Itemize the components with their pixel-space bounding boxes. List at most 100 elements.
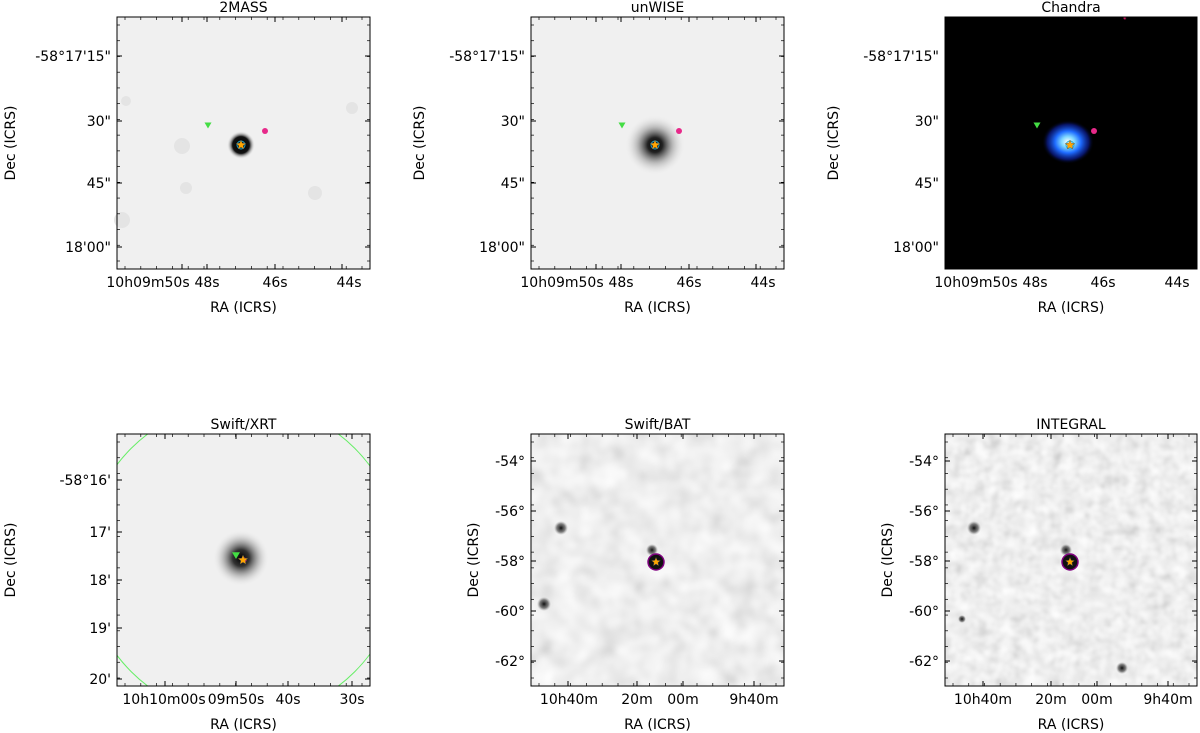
panel-2: unWISE 10h09m50s 48s 46s 44s -58°17'15" 30" 45"… — [412, 0, 785, 316]
faint-source-3 — [308, 186, 322, 200]
faint-source-1 — [554, 521, 568, 535]
y-axis-label: Dec (ICRS) — [3, 523, 19, 598]
y-tick-label: 20' — [89, 672, 111, 688]
axes-frame — [116, 16, 371, 270]
y-tick-label: -60° — [495, 604, 525, 620]
panel-title: Chandra — [1041, 0, 1100, 16]
y-tick-label: -58°16' — [59, 473, 111, 489]
y-tick-label: 19' — [89, 621, 111, 637]
x-tick-label: 44s — [750, 275, 775, 291]
y-tick-label: -58°17'15" — [35, 49, 111, 65]
triangle-marker — [232, 552, 240, 559]
faint-source-4 — [180, 182, 192, 194]
axes-frame — [530, 16, 785, 270]
x-axis-label: RA (ICRS) — [1038, 300, 1105, 316]
x-tick-label: 46s — [262, 275, 287, 291]
panel-title: Swift/BAT — [625, 417, 691, 433]
panel-5: Swift/BAT 10h40m 20m 00m 9h40m -54° -56° -58° -6… — [466, 417, 785, 733]
star-marker — [237, 554, 249, 565]
panel-title: unWISE — [631, 0, 684, 16]
x-tick-label: 10h40m — [540, 692, 598, 708]
x-axis-label: RA (ICRS) — [1038, 717, 1105, 733]
axes-frame — [530, 433, 785, 687]
x-tick-label: 48s — [194, 275, 219, 291]
y-axis-label: Dec (ICRS) — [826, 106, 842, 181]
source-blob — [213, 530, 269, 586]
faint-source-1 — [967, 521, 981, 535]
faint-source-2 — [346, 102, 358, 114]
x-tick-label: 46s — [1090, 275, 1115, 291]
y-tick-label: -58°17'15" — [863, 49, 939, 65]
panel-4: Swift/XRT 10h10m00s 09m50s 40s 30s -58°16' 17'… — [3, 417, 371, 733]
y-tick-label: 18'00" — [479, 240, 525, 256]
x-tick-label: 10h09m50s — [520, 275, 603, 291]
x-tick-label: 48s — [608, 275, 633, 291]
star-marker — [235, 139, 247, 150]
y-tick-label: -58°17'15" — [449, 49, 525, 65]
y-axis-label: Dec (ICRS) — [880, 523, 896, 598]
y-tick-label: 17' — [89, 525, 111, 541]
panel-title: INTEGRAL — [1036, 417, 1106, 433]
neighbor-source — [646, 544, 658, 556]
y-tick-label: 18' — [89, 573, 111, 589]
faint-source-3 — [958, 615, 966, 623]
x-axis-label: RA (ICRS) — [210, 300, 277, 316]
axes-frame — [944, 16, 1198, 270]
y-tick-label: -60° — [909, 604, 939, 620]
y-tick-label: -56° — [909, 504, 939, 520]
star-marker — [651, 556, 661, 567]
source-blob — [1042, 120, 1094, 164]
faint-source-2 — [1116, 662, 1128, 674]
panel-6: INTEGRAL 10h40m 20m 00m 9h40m -54° -56° -58° -60… — [880, 417, 1198, 733]
axes-frame — [116, 433, 371, 687]
y-tick-label: -54° — [495, 454, 525, 470]
y-axis-label: Dec (ICRS) — [3, 106, 19, 181]
dot-marker — [1091, 128, 1097, 134]
ring-marker — [1061, 553, 1079, 571]
x-tick-label: 10h40m — [954, 692, 1012, 708]
dot-marker — [262, 128, 268, 134]
y-tick-label: 45" — [87, 176, 111, 192]
x-tick-label: 40s — [275, 692, 300, 708]
triangle-marker — [204, 122, 212, 129]
x-tick-label: 10h09m50s — [106, 275, 189, 291]
x-tick-label: 44s — [336, 275, 361, 291]
axes-frame — [944, 433, 1198, 687]
faint-source-1 — [174, 138, 190, 154]
panel-title: 2MASS — [219, 0, 267, 16]
x-tick-label: 20m — [621, 692, 652, 708]
x-tick-label: 9h40m — [1143, 692, 1192, 708]
x-tick-label: 30s — [339, 692, 364, 708]
x-tick-label: 46s — [676, 275, 701, 291]
y-tick-label: 30" — [501, 114, 525, 130]
y-tick-label: -58° — [909, 554, 939, 570]
star-marker — [1065, 556, 1075, 567]
faint-source-5 — [121, 96, 131, 106]
y-tick-label: -62° — [909, 654, 939, 670]
x-tick-label: 44s — [1164, 275, 1189, 291]
triangle-marker — [1033, 122, 1041, 129]
ring-marker — [647, 553, 665, 571]
y-tick-label: 30" — [915, 114, 939, 130]
panel-1: 2MASS 10h09m50s 48s 46s 44s -58°17'15" 30" 45" 1… — [3, 0, 371, 316]
x-tick-label: 09m50s — [208, 692, 265, 708]
x-axis-label: RA (ICRS) — [624, 300, 691, 316]
y-tick-label: 18'00" — [65, 240, 111, 256]
panel-3: Chandra 10h09m50s 48s 46s 44s -58°17'15" 30" 45… — [826, 0, 1198, 316]
y-tick-label: -58° — [495, 554, 525, 570]
x-axis-label: RA (ICRS) — [210, 717, 277, 733]
triangle-marker — [618, 122, 626, 129]
x-tick-label: 10h10m00s — [122, 692, 205, 708]
faint-source-2 — [537, 597, 551, 611]
x-tick-label: 10h09m50s — [934, 275, 1017, 291]
star-marker — [649, 139, 661, 150]
y-axis-label: Dec (ICRS) — [466, 523, 482, 598]
faint-source-6 — [114, 212, 130, 228]
x-tick-label: 9h40m — [729, 692, 778, 708]
y-tick-label: -54° — [909, 454, 939, 470]
panel-title: Swift/XRT — [211, 417, 277, 433]
x-axis-label: RA (ICRS) — [624, 717, 691, 733]
x-tick-label: 00m — [1081, 692, 1112, 708]
y-tick-label: 18'00" — [893, 240, 939, 256]
